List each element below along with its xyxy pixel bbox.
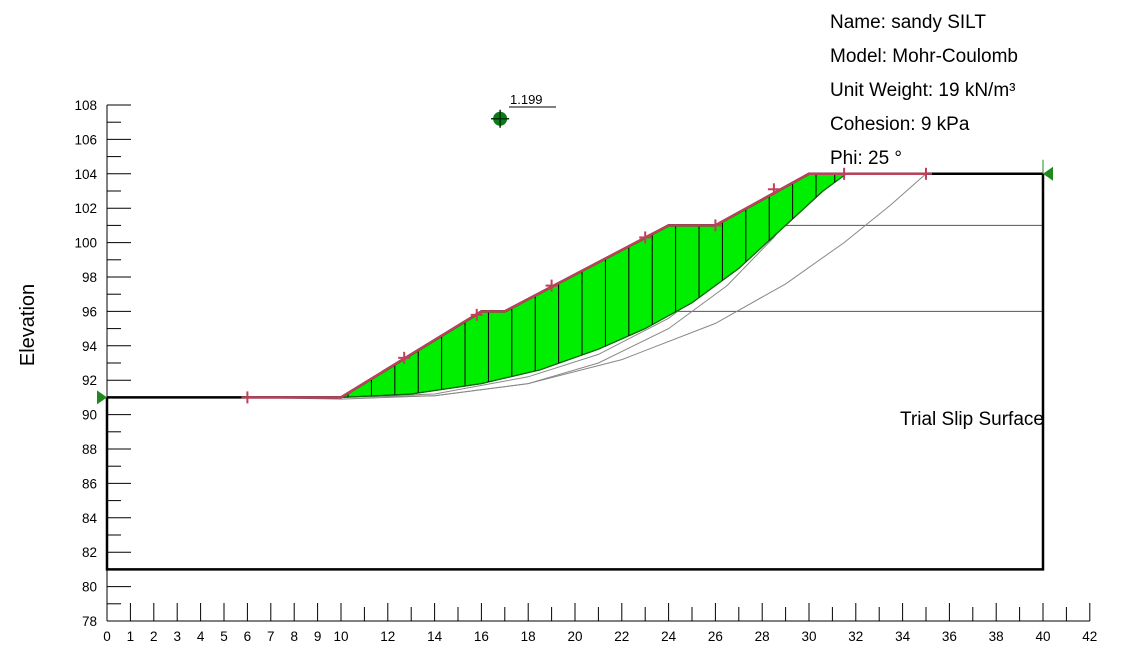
x-tick-label: 1 xyxy=(127,629,135,644)
x-tick-label: 16 xyxy=(474,629,489,644)
x-tick-label: 24 xyxy=(661,629,677,644)
y-tick-label: 84 xyxy=(82,511,98,526)
x-tick-label: 7 xyxy=(267,629,275,644)
material-name: Name: sandy SILT xyxy=(830,12,986,33)
critical-slip-curve xyxy=(340,173,847,398)
x-tick-label: 12 xyxy=(380,629,395,644)
y-tick-label: 92 xyxy=(82,373,97,388)
trial-slip-surface-label: Trial Slip Surface xyxy=(900,409,1044,430)
surface-point xyxy=(470,308,483,321)
x-tick-label: 6 xyxy=(244,629,252,644)
x-tick-label: 34 xyxy=(895,629,911,644)
x-tick-label: 28 xyxy=(755,629,770,644)
x-tick-label: 4 xyxy=(197,629,205,644)
surface-point xyxy=(709,219,722,232)
x-tick-label: 14 xyxy=(427,629,443,644)
y-tick-label: 78 xyxy=(82,614,97,629)
surface-point xyxy=(838,167,851,180)
x-tick-label: 26 xyxy=(708,629,723,644)
x-tick-label: 22 xyxy=(614,629,629,644)
material-phi: Phi: 25 ° xyxy=(830,148,902,169)
x-tick-label: 40 xyxy=(1035,629,1050,644)
material-cohesion: Cohesion: 9 kPa xyxy=(830,114,970,135)
x-tick-label: 20 xyxy=(567,629,582,644)
y-tick-label: 104 xyxy=(74,167,97,182)
ground-surface xyxy=(247,172,926,399)
y-tick-label: 96 xyxy=(82,304,97,319)
boundary-line xyxy=(105,173,1045,571)
x-tick-label: 3 xyxy=(173,629,181,644)
y-tick-label: 86 xyxy=(82,476,97,491)
slices xyxy=(347,173,836,398)
x-tick-label: 8 xyxy=(290,629,298,644)
trial-slip-curve xyxy=(247,173,927,400)
y-tick-label: 90 xyxy=(82,408,97,423)
x-tick-label: 2 xyxy=(150,629,158,644)
material-model: Model: Mohr-Coulomb xyxy=(830,46,1018,67)
x-tick-label: 10 xyxy=(333,629,348,644)
y-tick-label: 98 xyxy=(82,270,97,285)
surface-point xyxy=(545,279,558,292)
left-support-marker xyxy=(97,390,107,405)
y-tick-label: 88 xyxy=(82,442,97,457)
surface-point xyxy=(920,167,932,180)
material-unit-weight: Unit Weight: 19 kN/m³ xyxy=(830,80,1015,101)
y-tick-label: 80 xyxy=(82,580,97,595)
x-tick-label: 0 xyxy=(103,629,111,644)
x-tick-label: 32 xyxy=(848,629,863,644)
surface-point xyxy=(398,351,411,364)
x-tick-label: 42 xyxy=(1082,629,1097,644)
surface-points xyxy=(241,167,932,404)
markers xyxy=(97,109,1053,405)
x-tick-label: 38 xyxy=(989,629,1004,644)
x-tick-label: 9 xyxy=(314,629,322,644)
factor-of-safety-label: 1.199 xyxy=(510,92,543,107)
x-tick-label: 36 xyxy=(942,629,957,644)
y-tick-label: 82 xyxy=(82,545,97,560)
y-axis-label: Elevation xyxy=(17,284,39,366)
x-tick-label: 5 xyxy=(220,629,228,644)
x-tick-label: 30 xyxy=(801,629,816,644)
y-tick-label: 100 xyxy=(74,236,97,251)
right-support-marker xyxy=(1043,166,1053,181)
x-tick-label: 18 xyxy=(521,629,536,644)
y-tick-label: 108 xyxy=(74,98,97,113)
ground-surface-line xyxy=(247,172,926,399)
y-tick-label: 94 xyxy=(82,339,98,354)
surface-point xyxy=(639,231,652,244)
surface-point xyxy=(767,183,780,196)
surface-point xyxy=(241,391,254,404)
y-tick-label: 102 xyxy=(74,201,97,216)
y-tick-label: 106 xyxy=(74,132,97,147)
